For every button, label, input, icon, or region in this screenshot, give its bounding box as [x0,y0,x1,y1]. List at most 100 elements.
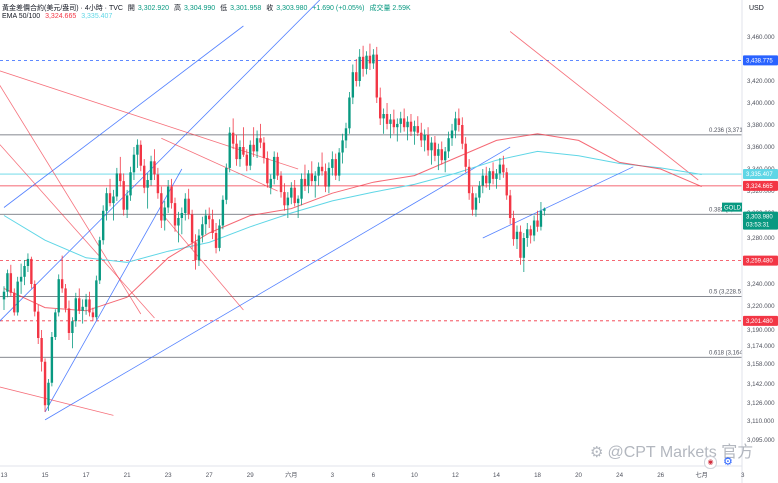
candle-body [512,218,515,240]
candle-body [197,235,201,260]
candle-body [498,164,502,174]
price-tag-bg [743,219,778,230]
tradingview-logo-icon[interactable]: ◉ [704,456,717,469]
candle-body [361,56,365,69]
price-tick-label: 3,110.000 [747,418,775,425]
candle-body [341,140,344,153]
candle [6,269,9,298]
price-tag-bg [743,211,778,222]
trendline-red [161,137,278,192]
candle [119,156,122,187]
volume-value: 成交量 2.59K [369,5,411,12]
low-value: 3,301.958 [230,5,262,12]
time-tick-label: 21 [124,472,131,479]
ema-legend[interactable]: EMA 50/100 3,324.665 3,335.407 [2,13,115,20]
time-tick-label: 14 [493,472,500,479]
candle-body [474,197,478,210]
candle [197,229,201,266]
candle [272,151,276,185]
candle-body [536,220,539,227]
candle [320,152,324,176]
candle [430,137,433,165]
candle [392,109,396,134]
candle-body [420,132,423,141]
trendline-red [0,386,114,416]
candle [19,263,23,294]
settings-gear-icon[interactable]: ⚙ [723,456,733,468]
candle [512,210,515,246]
candle [242,127,245,157]
candle [194,234,197,270]
candle-body [67,308,71,333]
candle-body [443,151,447,161]
price-tag-bg [743,169,778,180]
trendline-blue [3,25,244,208]
candle [396,118,399,142]
candle [221,195,225,230]
candle-body [177,218,180,226]
candle [143,159,146,194]
candle-body [262,142,266,158]
candle-body [485,175,488,184]
candle [190,209,194,249]
candle [443,147,447,173]
candle [303,164,307,191]
candle-body [54,312,57,337]
candle-body [334,159,337,176]
candle [433,136,437,162]
price-tick-label: 3,400.000 [747,100,775,107]
candle [177,211,180,243]
price-tick-label: 3,460.000 [747,34,775,41]
candle-body [310,173,313,182]
candle-body [375,54,378,98]
candle-body [505,172,508,196]
price-tag-text: 3,438.775 [746,58,773,64]
candle-body [402,118,406,128]
currency-label[interactable]: USD [749,5,764,12]
candle-body [396,123,399,128]
candle-body [348,97,351,129]
candle-body [272,156,276,179]
high-value: 3,304.990 [184,5,216,12]
candle-body [88,299,91,313]
candle [416,116,420,136]
candle-body [379,97,382,119]
candle [98,236,101,284]
candle-body [78,298,81,311]
trendline-red [509,31,699,181]
time-tick-label: 29 [247,472,254,479]
price-tag-text: 03:53:31 [746,223,770,229]
candle-body [337,152,341,176]
time-tick-label: 18 [534,472,541,479]
time-tick-label: 23 [165,472,172,479]
candle [508,189,512,225]
ema100-line [3,150,702,263]
candle-body [447,138,450,152]
candle [23,260,26,286]
candle [382,108,385,134]
candle-body [242,147,245,155]
trendline-red [0,144,155,319]
fib-level-label: 0.618 (3,164 [709,350,743,356]
candle [2,286,6,310]
open-value: 3,302.920 [137,5,170,12]
candle [389,114,392,139]
candle [262,137,266,164]
candle [368,43,372,70]
candle-body [464,143,467,167]
candle-body [437,149,440,156]
candle-body [317,166,320,176]
candle-body [351,72,355,98]
candle [40,330,43,372]
candle-body [194,242,197,260]
fib-level-label: 0.236 (3,371 [709,128,743,134]
time-tick-label: 3 [741,472,745,479]
candles [2,43,546,412]
candle-body [457,118,461,125]
watermark: ⚙ @CPT Markets 官方 [590,438,753,462]
candle [269,174,272,195]
candle-body [539,210,543,227]
candle-body [105,193,108,211]
candle [502,155,505,178]
